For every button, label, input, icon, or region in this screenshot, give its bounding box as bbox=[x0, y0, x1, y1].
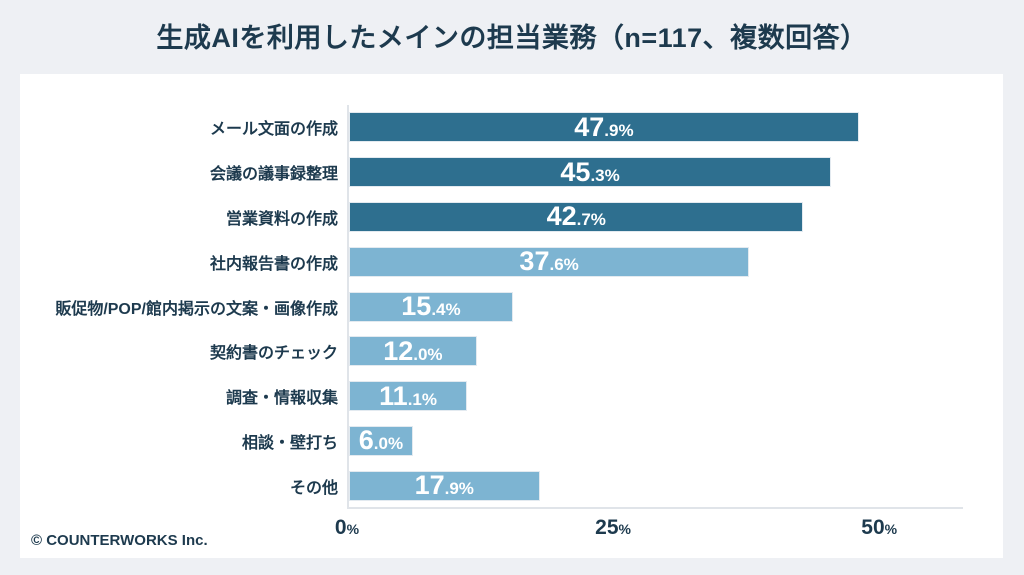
bar-value-label: 17.9% bbox=[415, 472, 474, 499]
chart-row: 相談・壁打ち 6.0% bbox=[20, 419, 1003, 464]
bar-light: 11.1% bbox=[349, 380, 468, 412]
category-label: 相談・壁打ち bbox=[241, 434, 338, 452]
bar-light: 17.9% bbox=[349, 470, 540, 501]
bar-value-int: 12 bbox=[383, 335, 414, 366]
bar-value-label: 6.0% bbox=[359, 427, 403, 454]
bar-value-int: 15 bbox=[401, 291, 432, 322]
category-label: 営業資料の作成 bbox=[225, 210, 338, 228]
bar-dark: 45.3% bbox=[349, 156, 832, 188]
bar-track: 6.0% bbox=[349, 425, 961, 456]
bar-value-label: 37.6% bbox=[519, 248, 578, 275]
bar-value-int: 17 bbox=[414, 470, 445, 501]
bar-light: 6.0% bbox=[349, 425, 413, 456]
category-label: 会議の議事録整理 bbox=[209, 166, 338, 184]
chart-row: 契約書のチェック 12.0% bbox=[20, 329, 1003, 374]
bar-value-int: 42 bbox=[546, 201, 577, 232]
bar-value-int: 37 bbox=[519, 246, 550, 277]
bar-value-label: 11.1% bbox=[379, 380, 437, 411]
bar-track: 12.0% bbox=[349, 335, 961, 367]
chart-row: メール文面の作成 47.9% bbox=[20, 105, 1003, 150]
bar-value-decimal: .1% bbox=[407, 389, 437, 409]
x-tick-label: 0% bbox=[335, 517, 359, 538]
bar-value-decimal: .9% bbox=[444, 479, 474, 499]
bar-dark: 47.9% bbox=[349, 111, 859, 143]
category-label: メール文面の作成 bbox=[209, 121, 338, 139]
bar-light: 12.0% bbox=[349, 335, 477, 367]
chart-row: その他 17.9% bbox=[20, 463, 1003, 508]
bar-value-int: 47 bbox=[574, 111, 605, 142]
bar-value-int: 6 bbox=[358, 425, 374, 456]
chart-row: 社内報告書の作成 37.6% bbox=[20, 239, 1003, 284]
category-label: 社内報告書の作成 bbox=[209, 255, 338, 273]
bar-rows-container: メール文面の作成 47.9% 会議の議事録整理 45.3% 営業資料の作成 42.7% 社内… bbox=[20, 105, 1003, 508]
bar-value-int: 11 bbox=[379, 380, 408, 411]
category-label: 契約書のチェック bbox=[209, 345, 338, 363]
bar-value-label: 42.7% bbox=[547, 203, 606, 230]
bar-track: 37.6% bbox=[349, 246, 961, 277]
x-tick-number: 25 bbox=[595, 516, 619, 539]
x-tick-percent-sign: % bbox=[346, 521, 360, 537]
chart-row: 営業資料の作成 42.7% bbox=[20, 195, 1003, 240]
bar-value-decimal: .9% bbox=[604, 120, 634, 140]
category-label: 販促物/POP/館内掲示の文案・画像作成 bbox=[55, 300, 338, 318]
bar-value-label: 12.0% bbox=[383, 335, 443, 366]
bar-value-label: 45.3% bbox=[560, 156, 620, 187]
chart-card: メール文面の作成 47.9% 会議の議事録整理 45.3% 営業資料の作成 42.7% 社内… bbox=[20, 74, 1003, 558]
x-tick-number: 0 bbox=[334, 516, 347, 539]
x-axis-ticks: 0% 25% 50% bbox=[335, 517, 959, 547]
x-tick-label: 50% bbox=[861, 517, 897, 538]
x-tick-label: 25% bbox=[595, 517, 631, 538]
bar-track: 45.3% bbox=[349, 156, 961, 188]
category-label: 調査・情報収集 bbox=[225, 390, 338, 408]
bar-value-int: 45 bbox=[560, 156, 591, 187]
y-axis-line bbox=[347, 105, 349, 509]
chart-row: 販促物/POP/館内掲示の文案・画像作成 15.4% bbox=[20, 284, 1003, 329]
bar-track: 15.4% bbox=[349, 291, 961, 322]
x-tick-percent-sign: % bbox=[618, 521, 631, 537]
bar-track: 17.9% bbox=[349, 470, 961, 501]
bar-value-decimal: .4% bbox=[431, 300, 461, 320]
bar-light: 15.4% bbox=[349, 291, 513, 322]
x-tick-percent-sign: % bbox=[884, 521, 898, 537]
bar-value-label: 47.9% bbox=[574, 111, 634, 142]
bar-value-decimal: .0% bbox=[373, 434, 404, 454]
x-tick-number: 50 bbox=[861, 516, 885, 539]
bar-value-decimal: .0% bbox=[413, 344, 443, 364]
bar-track: 47.9% bbox=[349, 111, 961, 143]
bar-value-decimal: .7% bbox=[576, 210, 606, 230]
x-axis-line bbox=[347, 507, 963, 509]
bar-light: 37.6% bbox=[349, 246, 750, 277]
chart-row: 会議の議事録整理 45.3% bbox=[20, 150, 1003, 195]
chart-row: 調査・情報収集 11.1% bbox=[20, 374, 1003, 419]
bar-value-label: 15.4% bbox=[401, 293, 460, 320]
bar-track: 42.7% bbox=[349, 201, 961, 232]
bar-value-decimal: .3% bbox=[590, 165, 620, 185]
bar-track: 11.1% bbox=[349, 380, 961, 412]
chart-title: 生成AIを利用したメインの担当業務（n=117、複数回答） bbox=[156, 23, 868, 53]
bar-dark: 42.7% bbox=[349, 201, 804, 232]
copyright-credit: © COUNTERWORKS Inc. bbox=[31, 532, 208, 549]
category-label: その他 bbox=[289, 479, 338, 497]
bar-value-decimal: .6% bbox=[549, 255, 579, 275]
